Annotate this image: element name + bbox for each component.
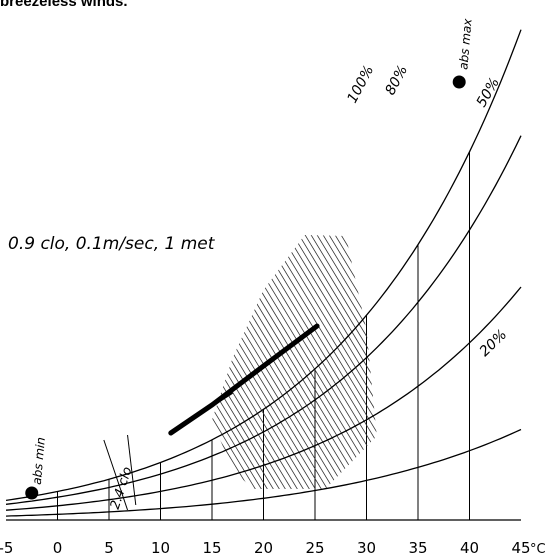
clo-ray-1 [103, 439, 129, 511]
x-tick-30: 30 [357, 539, 376, 556]
extreme-points: abs max abs min [25, 17, 475, 500]
vertical-grid-lines [57, 151, 470, 520]
rh-curve-50 [6, 286, 522, 511]
rh-curve-80 [6, 135, 522, 505]
point-label-abs-min: abs min [30, 437, 48, 486]
x-tick-25: 25 [305, 539, 324, 556]
x-tick-0: 0 [53, 539, 63, 556]
x-tick-20: 20 [254, 539, 273, 556]
x-unit-label: °C [530, 542, 546, 556]
rh-label-80: 80% [382, 63, 411, 98]
x-tick--5: -5 [0, 539, 13, 556]
x-tick-10: 10 [151, 539, 170, 556]
point-label-abs-max: abs max [456, 17, 474, 70]
rh-label-50: 50% [474, 75, 503, 110]
clo-label: 2.4 clo [108, 465, 136, 511]
point-abs-min [25, 486, 39, 500]
chart-subtitle: 0.9 clo, 0.1m/sec, 1 met [8, 234, 216, 254]
x-tick-labels: -5 0 5 10 15 20 25 30 35 40 45 °C [0, 539, 546, 556]
comfort-zone-hatch [212, 235, 377, 489]
x-tick-5: 5 [104, 539, 114, 556]
point-abs-max [452, 75, 466, 89]
comfort-line-extension [170, 392, 234, 434]
top-caption: breezeless winds. [0, 0, 128, 10]
x-tick-35: 35 [408, 539, 427, 556]
rh-curve-20 [6, 428, 522, 517]
clo-ray-2 [127, 434, 137, 506]
humidity-curves [6, 29, 522, 517]
curve-labels: 100% 80% 50%20% [344, 63, 510, 360]
x-tick-45: 45 [511, 539, 530, 556]
x-tick-40: 40 [460, 539, 479, 556]
hatch-lines [212, 235, 377, 489]
x-tick-15: 15 [202, 539, 221, 556]
rh-label-100: 100% [344, 63, 377, 106]
rh-curve-100 [6, 29, 522, 502]
